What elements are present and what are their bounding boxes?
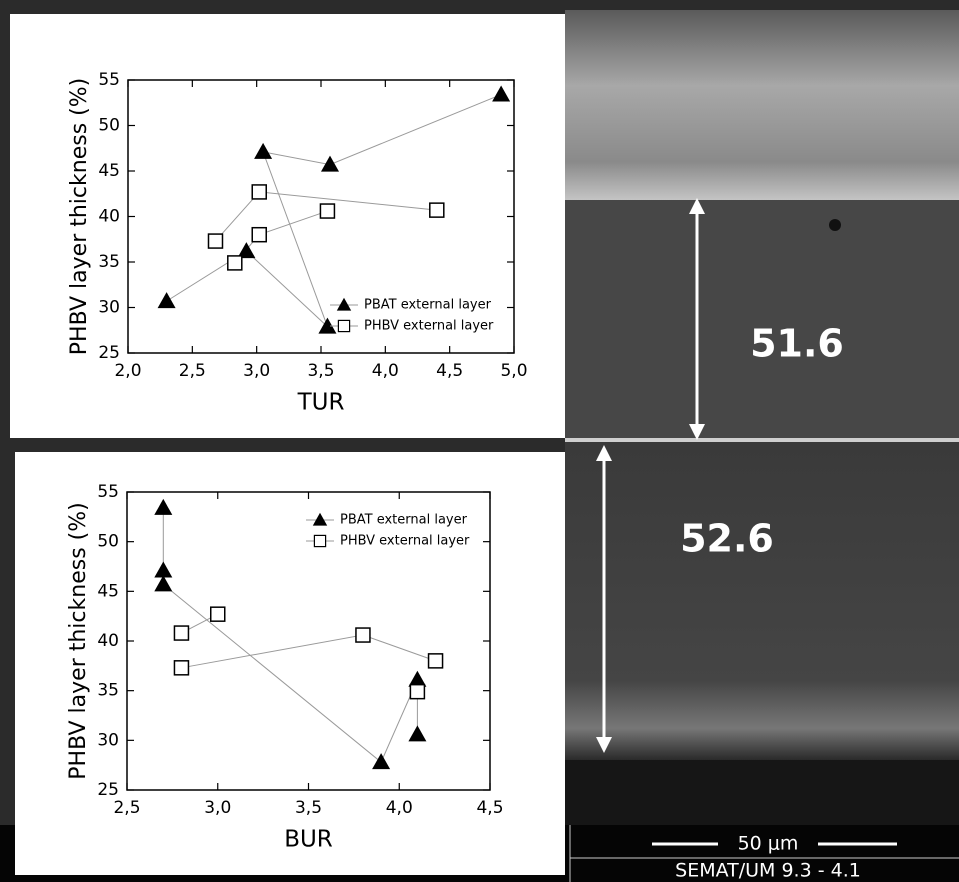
triangle-marker	[154, 561, 173, 578]
triangle-marker	[157, 292, 176, 309]
y-tick-label: 55	[97, 482, 119, 502]
square-marker	[207, 233, 224, 249]
x-tick-label: 3,0	[204, 798, 231, 818]
x-tick-label: 3,0	[243, 361, 270, 381]
triangle-marker	[154, 498, 173, 515]
y-tick-label: 45	[98, 161, 120, 181]
square-marker	[251, 184, 267, 200]
triangle-marker	[372, 753, 391, 770]
triangle-marker	[408, 725, 427, 742]
sem-surface	[565, 10, 959, 200]
x-axis-label: BUR	[284, 827, 333, 853]
legend-label: PHBV external layer	[340, 534, 470, 549]
y-tick-label: 40	[97, 631, 119, 651]
square-marker	[429, 202, 445, 218]
y-tick-label: 50	[98, 116, 120, 136]
sem-layer-bottom	[565, 442, 959, 760]
triangle-marker	[492, 85, 511, 102]
legend-label: PBAT external layer	[340, 513, 468, 528]
chart-panel	[15, 452, 565, 875]
legend-marker	[336, 297, 352, 311]
sem-footer: SEMAT/UM 9.3 - 4.1	[675, 860, 861, 882]
triangle-marker	[237, 242, 256, 259]
x-tick-label: 3,5	[307, 361, 334, 381]
x-tick-label: 4,0	[372, 361, 399, 381]
square-marker	[251, 226, 267, 243]
square-marker	[210, 606, 226, 622]
x-tick-label: 3,5	[295, 798, 322, 818]
y-tick-label: 25	[98, 343, 120, 363]
legend-label: PBAT external layer	[364, 298, 492, 313]
sem-interface	[565, 438, 959, 442]
y-tick-label: 55	[98, 70, 120, 90]
thickness-label: 52.6	[680, 517, 774, 561]
thickness-label: 51.6	[750, 322, 844, 366]
square-marker	[427, 653, 444, 669]
thickness-arrows	[596, 198, 705, 753]
charts: 2,0 2,5 3,0 3,5 4,0 4,5 5,0 25 30 35 40 45 50 55 TUR PH…	[66, 70, 528, 853]
square-marker	[319, 203, 336, 219]
y-tick-label: 35	[98, 252, 120, 272]
triangle-marker	[321, 155, 340, 172]
x-tick-label: 2,5	[179, 361, 206, 381]
square-marker	[355, 627, 371, 643]
legend-marker	[312, 512, 328, 526]
y-tick-label: 35	[97, 681, 119, 701]
sem-pore	[829, 219, 841, 231]
x-tick-label: 2,0	[114, 361, 141, 381]
y-tick-label: 50	[97, 532, 119, 552]
legend-marker	[313, 534, 327, 548]
square-marker	[173, 625, 190, 641]
square-marker	[173, 660, 190, 676]
y-tick-label: 45	[97, 581, 119, 601]
chart-panel	[10, 14, 565, 438]
x-tick-label: 4,5	[436, 361, 463, 381]
y-tick-label: 25	[97, 780, 119, 800]
triangle-marker	[254, 142, 273, 159]
x-tick-label: 4,0	[386, 798, 413, 818]
square-marker	[227, 255, 243, 271]
y-tick-label: 30	[98, 298, 120, 318]
triangle-marker	[154, 575, 173, 592]
y-tick-label: 40	[98, 207, 120, 227]
sem-substrate	[565, 760, 959, 825]
y-axis-label: PHBV layer thickness (%)	[67, 78, 92, 355]
triangle-marker	[408, 670, 427, 687]
y-axis-label: PHBV layer thickness (%)	[66, 502, 91, 779]
scale-bar-label: 50 μm	[738, 833, 799, 855]
legend-label: PHBV external layer	[364, 319, 494, 334]
legend-marker	[337, 319, 351, 333]
x-tick-label: 4,5	[476, 798, 503, 818]
sem-layer-top	[565, 200, 959, 438]
x-tick-label: 5,0	[500, 361, 527, 381]
x-axis-label: TUR	[297, 390, 345, 416]
y-tick-label: 30	[97, 730, 119, 750]
x-tick-label: 2,5	[113, 798, 140, 818]
scale-bar-bg	[718, 832, 818, 856]
square-marker	[409, 683, 426, 700]
triangle-marker	[318, 317, 337, 334]
